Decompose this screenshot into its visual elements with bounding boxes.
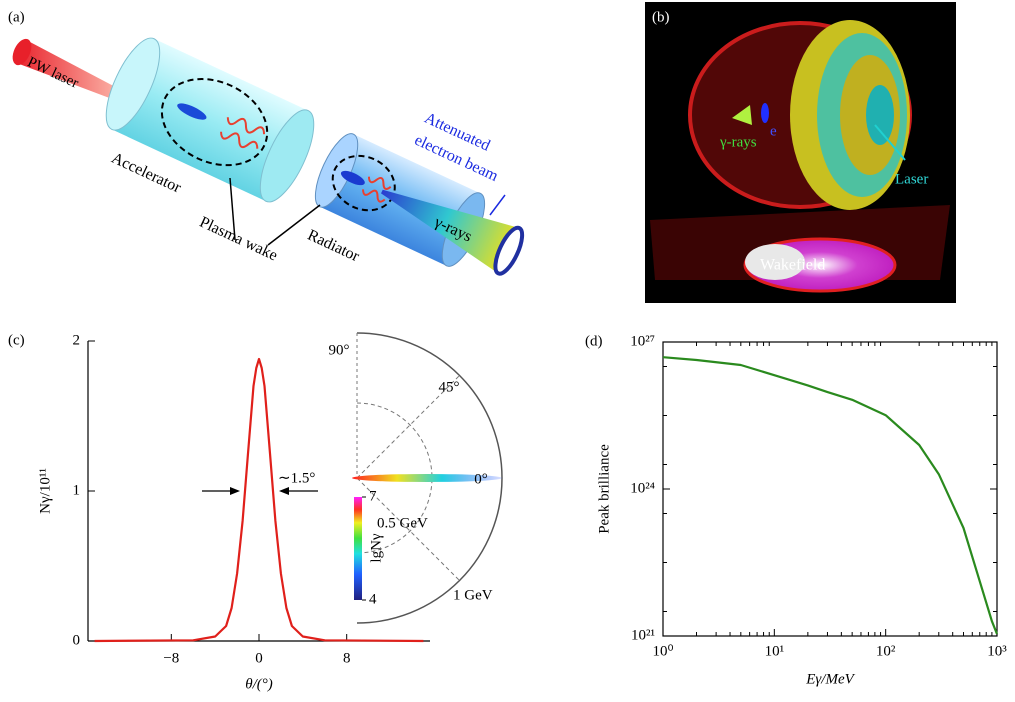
y-tick-label: 0 (73, 632, 81, 648)
energy-label: 1 GeV (453, 587, 493, 603)
colorbar-label: lgNγ (368, 533, 384, 563)
radiator-cylinder (307, 128, 534, 291)
angle-label: 90° (329, 342, 350, 358)
label: e (770, 123, 777, 139)
label: Wakefield (760, 257, 825, 274)
y-tick-label: 10²⁷ (630, 333, 655, 349)
data-line (663, 357, 997, 634)
label: Laser (895, 171, 928, 187)
x-axis-title: Eγ/MeV (805, 671, 855, 687)
label: Plasma wake (197, 214, 280, 265)
panel-a: (a) PW laser Accelerator Plasma wake Rad… (8, 9, 534, 290)
annotation: ∼1.5° (278, 470, 315, 486)
plot-frame (663, 342, 997, 636)
colorbar-tick-label: 7 (369, 488, 377, 504)
angle-label: 45° (439, 379, 460, 395)
colorbar-tick-label: 4 (369, 591, 377, 607)
colorbar (354, 497, 362, 600)
energy-label: 0.5 GeV (377, 515, 428, 531)
label: γ-rays (719, 134, 757, 150)
panel-b: (b) γ-rays e Laser Wakefield (645, 2, 956, 303)
y-axis-title: Peak brilliance (596, 444, 612, 534)
y-tick-label: 2 (73, 332, 81, 348)
y-axis-title: Nγ/10¹¹ (37, 468, 53, 514)
panel-label: (a) (8, 9, 25, 25)
pointer (490, 195, 505, 215)
x-tick-label: 10³ (987, 643, 1007, 659)
figure: (a) PW laser Accelerator Plasma wake Rad… (0, 0, 1015, 697)
label: Radiator (305, 227, 363, 266)
x-tick-label: 8 (343, 650, 351, 666)
x-tick-label: −8 (163, 650, 179, 666)
x-tick-label: 10² (876, 643, 896, 659)
panel-label: (c) (8, 332, 25, 348)
arrowhead (230, 487, 240, 495)
y-tick-label: 10²¹ (631, 627, 655, 643)
x-axis-title: θ/(°) (245, 676, 273, 692)
x-tick-label: 0 (255, 650, 263, 666)
accelerator-cylinder (96, 31, 325, 209)
arrowhead (279, 487, 289, 495)
panel-label: (d) (585, 333, 603, 349)
y-tick-label: 1 (73, 482, 81, 498)
y-tick-label: 10²⁴ (630, 480, 655, 496)
angle-label: 0° (474, 471, 488, 487)
x-tick-label: 10¹ (765, 643, 785, 659)
x-tick-label: 10⁰ (652, 643, 673, 659)
panel-label: (b) (652, 9, 670, 25)
